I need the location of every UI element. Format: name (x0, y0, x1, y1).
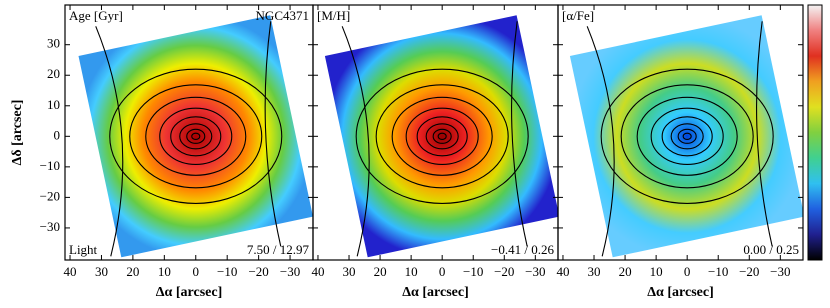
x-tick-label: −30 (525, 264, 545, 279)
colorbar (807, 4, 823, 261)
x-tick-label: 10 (405, 264, 418, 279)
y-axis-label: Δδ [arcsec] (10, 100, 25, 166)
y-tick-label: 20 (47, 66, 60, 81)
isophote (170, 116, 222, 157)
y-tick-label: 0 (54, 127, 61, 142)
y-tick-label: −10 (40, 158, 60, 173)
y-tick-label: 30 (47, 36, 60, 51)
x-tick-label: −10 (463, 264, 483, 279)
range-label: −0.41 / 0.26 (491, 242, 554, 257)
x-tick-label: −10 (217, 264, 237, 279)
x-tick-label: 40 (556, 264, 569, 279)
x-tick-label: 10 (650, 264, 663, 279)
x-tick-label: −30 (280, 264, 300, 279)
isophote (391, 96, 493, 176)
x-tick-label: 20 (619, 264, 632, 279)
x-tick-label: 40 (311, 264, 324, 279)
range-label: 0.00 / 0.25 (743, 242, 799, 257)
x-tick-label: 0 (193, 264, 200, 279)
isophote (375, 84, 509, 189)
isophote (661, 116, 713, 157)
isophote (670, 123, 704, 150)
x-axis-label: Δα [arcsec] (156, 285, 222, 300)
x-axis-label: Δα [arcsec] (402, 285, 468, 300)
x-tick-label: 20 (126, 264, 139, 279)
panel-title: Age [Gyr] (69, 8, 123, 23)
isophote (129, 84, 263, 189)
isophote (416, 116, 468, 157)
x-axis-label: Δα [arcsec] (647, 285, 713, 300)
isophote (159, 107, 233, 165)
map-area (78, 15, 313, 258)
x-tick-label: 30 (588, 264, 601, 279)
isophote (355, 68, 529, 204)
isophote (145, 96, 247, 176)
range-label: 7.50 / 12.97 (247, 242, 310, 257)
x-tick-label: 40 (64, 264, 77, 279)
x-tick-label: −20 (494, 264, 514, 279)
isophote (511, 21, 528, 247)
isophote (95, 26, 124, 257)
panel-note: Light (69, 242, 98, 257)
y-tick-label: 10 (47, 97, 60, 112)
y-tick-label: −20 (40, 188, 60, 203)
isophote (586, 26, 615, 257)
map-field (569, 15, 803, 258)
map-field (78, 15, 313, 258)
isophote (179, 123, 213, 150)
map-area (569, 15, 803, 258)
map-area (324, 15, 558, 258)
panel-title: [M/H] (317, 8, 350, 23)
x-tick-label: 30 (343, 264, 356, 279)
isophote (636, 96, 738, 176)
isophote (650, 107, 724, 165)
x-tick-label: 20 (374, 264, 387, 279)
x-tick-label: −20 (739, 264, 759, 279)
panel-frame (557, 4, 804, 261)
isophote (682, 132, 692, 140)
isophote (186, 128, 206, 144)
object-name: NGC4371 (256, 8, 309, 23)
isophote (425, 123, 459, 150)
map-field (324, 15, 558, 258)
x-tick-label: −20 (248, 264, 268, 279)
isophote (600, 68, 774, 204)
x-tick-label: −10 (708, 264, 728, 279)
x-tick-label: 0 (684, 264, 691, 279)
x-tick-label: −30 (770, 264, 790, 279)
isophote (191, 132, 201, 140)
isophote (341, 26, 370, 257)
isophote (620, 84, 754, 189)
x-tick-label: 10 (158, 264, 171, 279)
isophote (432, 128, 452, 144)
panel-title: [α/Fe] (562, 8, 594, 23)
isophote (264, 21, 282, 247)
isophote (405, 107, 479, 165)
isophote (677, 128, 697, 144)
x-tick-label: 30 (95, 264, 108, 279)
isophote (437, 132, 447, 140)
isophote (109, 68, 283, 204)
y-tick-label: −30 (40, 219, 60, 234)
x-tick-label: 0 (439, 264, 446, 279)
isophote (756, 21, 773, 247)
